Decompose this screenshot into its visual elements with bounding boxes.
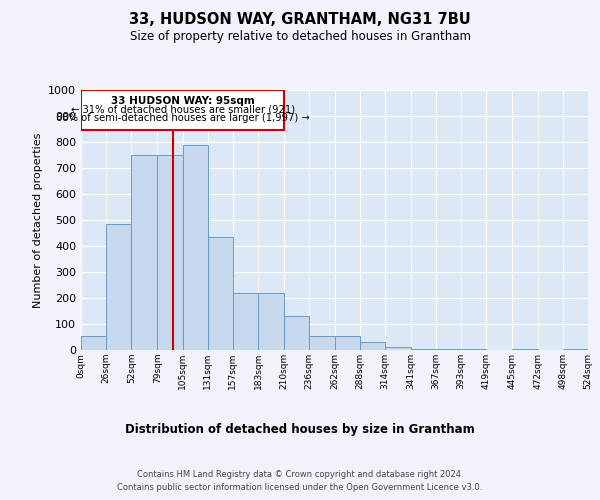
Bar xyxy=(233,293,258,350)
Text: 33, HUDSON WAY, GRANTHAM, NG31 7BU: 33, HUDSON WAY, GRANTHAM, NG31 7BU xyxy=(129,12,471,28)
Bar xyxy=(258,293,284,350)
Bar xyxy=(436,348,461,350)
Bar xyxy=(385,348,411,350)
Text: ← 31% of detached houses are smaller (921): ← 31% of detached houses are smaller (92… xyxy=(71,104,295,115)
Bar xyxy=(131,155,157,350)
Text: Distribution of detached houses by size in Grantham: Distribution of detached houses by size … xyxy=(125,422,475,436)
Bar xyxy=(106,224,131,350)
Bar xyxy=(335,336,359,350)
Bar xyxy=(411,348,436,350)
Bar xyxy=(310,336,335,350)
Bar xyxy=(461,348,487,350)
Text: Contains public sector information licensed under the Open Government Licence v3: Contains public sector information licen… xyxy=(118,482,482,492)
Text: Contains HM Land Registry data © Crown copyright and database right 2024.: Contains HM Land Registry data © Crown c… xyxy=(137,470,463,479)
Bar xyxy=(81,90,284,130)
Bar xyxy=(182,144,208,350)
Bar xyxy=(359,342,385,350)
Text: 33 HUDSON WAY: 95sqm: 33 HUDSON WAY: 95sqm xyxy=(111,96,254,106)
Bar xyxy=(512,348,538,350)
Bar xyxy=(563,348,588,350)
Bar xyxy=(81,336,106,350)
Y-axis label: Number of detached properties: Number of detached properties xyxy=(32,132,43,308)
Text: 68% of semi-detached houses are larger (1,997) →: 68% of semi-detached houses are larger (… xyxy=(56,113,310,123)
Text: Size of property relative to detached houses in Grantham: Size of property relative to detached ho… xyxy=(130,30,470,43)
Bar xyxy=(284,316,310,350)
Bar xyxy=(208,237,233,350)
Bar xyxy=(157,155,182,350)
